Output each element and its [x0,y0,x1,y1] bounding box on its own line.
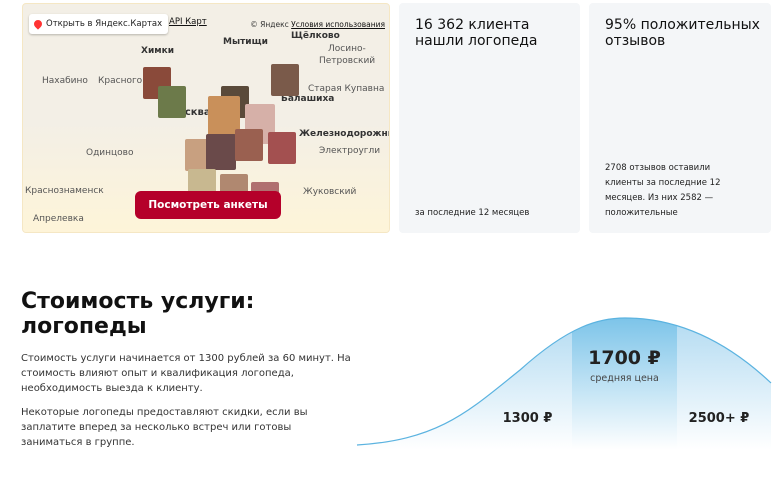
price-average-label: средняя цена [590,373,659,384]
map-label: Красногорск [98,76,159,86]
map-label: Нахабино [42,76,88,86]
specialist-photo[interactable] [235,129,263,161]
price-low: 1300 ₽ [502,411,553,426]
map-label: Мытищи [223,37,268,47]
map-label: Щёлково [291,31,340,41]
price-high: 2500+ ₽ [688,411,750,426]
price-average: 1700 ₽ [588,347,661,369]
stat-title: 95% положительных отзывов [605,17,760,49]
stat-title: 16 362 клиента нашли логопеда [415,17,538,49]
map-label: Химки [141,46,175,56]
map-label: Москва [168,107,211,118]
specialist-photo[interactable] [268,132,296,164]
map-label: Железнодорожный [299,129,389,139]
page-title: Стоимость услуги: логопеды [21,289,255,339]
map-label: Апрелевка [33,214,84,224]
terms-link[interactable]: Условия использования [291,20,385,29]
map-copyright: © Яндекс Условия использования [250,20,385,29]
curve-line [356,317,772,446]
stat-card-reviews: 95% положительных отзывов 2708 отзывов о… [589,3,771,233]
map-label: Балашиха [281,94,335,104]
specialist-photo[interactable] [206,134,236,170]
stat-card-clients: 16 362 клиента нашли логопеда за последн… [399,3,580,233]
map-label: Жуковский [303,187,357,197]
map-label: Лосино- [328,44,366,54]
curve-area [357,318,771,450]
api-link[interactable]: API Карт [169,17,207,27]
map-label: Краснознаменск [25,186,104,196]
specialist-photo[interactable] [271,64,299,96]
stat-footnote: за последние 12 месяцев [415,208,530,218]
open-yandex-maps-button[interactable]: Открыть в Яндекс.Картах [29,14,169,34]
specialist-photo[interactable] [158,86,186,118]
view-profiles-button[interactable]: Посмотреть анкеты [135,191,281,219]
pricing-description: Стоимость услуги начинается от 1300 рубл… [21,353,351,394]
open-label: Открыть в Яндекс.Картах [46,19,163,29]
copyright-text: © Яндекс [250,20,289,29]
specialists-map[interactable]: Мытищи Щёлково Химки Лосино- Петровский … [22,3,390,233]
map-label: Одинцово [86,148,134,158]
pricing-discount-note: Некоторые логопеды предоставляют скидки,… [21,407,308,448]
map-label: Петровский [319,56,376,66]
stat-footnote: 2708 отзывов оставили клиенты за последн… [605,163,721,218]
average-band [572,318,677,450]
map-label: Старая Купавна [308,84,385,94]
map-label: Электроугли [319,146,381,156]
